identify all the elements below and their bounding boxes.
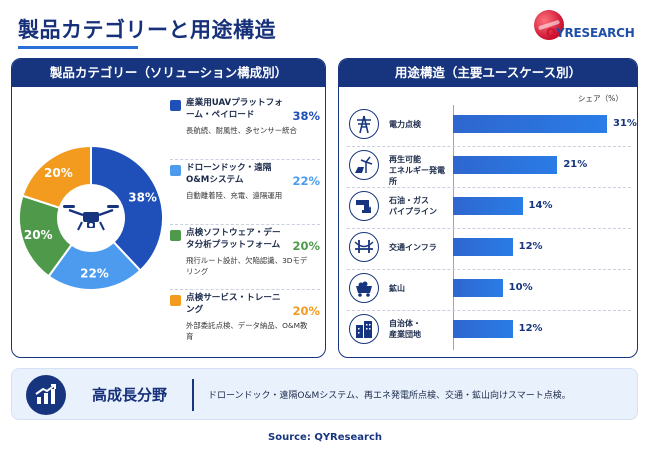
mine-cart-icon	[349, 273, 379, 303]
legend-name: 点検ソフトウェア・データ分析プラットフォーム	[186, 228, 281, 250]
legend-percent: 22%	[292, 174, 320, 188]
bridge-icon	[349, 232, 379, 262]
title-underline	[18, 46, 138, 49]
bar-row: 石油・ガス パイプライン 14%	[339, 189, 637, 229]
legend-name: 点検サービス・トレーニング	[186, 293, 281, 315]
row-divider	[347, 228, 631, 229]
legend-percent: 20%	[292, 239, 320, 253]
bar-category-label: 石油・ガス パイプライン	[389, 196, 437, 216]
growth-text: ドローンドック・遠隔O&Mシステム、再エネ発電所点検、交通・鉱山向けスマート点検…	[208, 391, 571, 401]
donut-slice-1	[90, 144, 164, 272]
qyresearch-logo: QYRESEARCH	[532, 8, 644, 48]
bar-value-label: 12%	[518, 323, 543, 334]
bar	[453, 238, 513, 256]
bar-category-label: 交通インフラ	[389, 243, 437, 252]
globe-icon	[534, 10, 564, 40]
bar-category-label: 再生可能 エネルギー発電所	[389, 155, 445, 186]
donut-legend: 産業用UAVプラットフォーム・ペイロード 38% 長航続、耐風性、多センサー統合ドロ…	[170, 95, 320, 355]
growth-chart-icon	[26, 375, 66, 415]
bar-category-label: 鉱山	[389, 284, 405, 293]
bar-axis-line	[453, 105, 454, 350]
legend-item: 産業用UAVプラットフォーム・ペイロード 38% 長航続、耐風性、多センサー統合	[170, 95, 320, 160]
growth-title: 高成長分野	[92, 386, 168, 404]
bar-row: 電力点検 31%	[339, 107, 637, 147]
legend-swatch	[170, 100, 181, 111]
row-divider	[347, 269, 631, 270]
bar-category-label: 電力点検	[389, 120, 421, 129]
application-structure-panel: 用途構造（主要ユースケース別） シェア（%） 電力点検 31% 再生可能 エネルギー発…	[338, 58, 638, 358]
drone-icon	[63, 205, 119, 231]
donut-value-label-1: 38%	[128, 191, 157, 205]
row-divider	[347, 310, 631, 311]
page-title: 製品カテゴリーと用途構造	[18, 18, 276, 42]
legend-item: 点検ソフトウェア・データ分析プラットフォーム 20% 飛行ルート設計、欠陥認識、3D…	[170, 225, 320, 290]
product-category-panel: 製品カテゴリー（ソリューション構成別） 38% 22% 20% 20% 産業用UAVプ…	[11, 58, 326, 358]
bar	[453, 197, 523, 215]
legend-percent: 20%	[292, 304, 320, 318]
bar-value-label: 21%	[563, 159, 588, 170]
legend-item: ドローンドック・遠隔O&Mシステム 22% 自動離着陸、充電、遠隔運用	[170, 160, 320, 225]
legend-swatch	[170, 295, 181, 306]
bar	[453, 115, 607, 133]
legend-name: ドローンドック・遠隔O&Mシステム	[186, 163, 272, 185]
legend-description: 飛行ルート設計、欠陥認識、3Dモデリング	[186, 256, 308, 276]
growth-banner: 高成長分野 ドローンドック・遠隔O&Mシステム、再エネ発電所点検、交通・鉱山向け…	[11, 368, 638, 420]
donut-value-label-2: 22%	[80, 266, 109, 280]
product-category-header: 製品カテゴリー（ソリューション構成別）	[12, 59, 325, 87]
power-tower-icon	[349, 109, 379, 139]
banner-divider	[192, 379, 194, 411]
wind-solar-icon	[349, 150, 379, 180]
legend-percent: 38%	[292, 109, 320, 123]
application-structure-header: 用途構造（主要ユースケース別）	[339, 59, 637, 87]
bar-value-label: 12%	[518, 241, 543, 252]
bar-value-label: 14%	[528, 200, 553, 211]
donut-chart: 38% 22% 20% 20%	[18, 144, 164, 291]
bar	[453, 279, 503, 297]
row-divider	[347, 146, 631, 147]
legend-item: 点検サービス・トレーニング 20% 外部委託点検、データ納品、O&M教育	[170, 290, 320, 355]
bar-row: 再生可能 エネルギー発電所 21%	[339, 148, 637, 188]
donut-value-label-3: 20%	[24, 228, 53, 242]
bar-row: 鉱山 10%	[339, 271, 637, 311]
legend-description: 自動離着陸、充電、遠隔運用	[186, 191, 283, 200]
row-divider	[347, 187, 631, 188]
bar-row: 自治体・ 産業団地 12%	[339, 312, 637, 348]
legend-swatch	[170, 165, 181, 176]
bar-value-label: 10%	[508, 282, 533, 293]
source-note: Source: QYResearch	[268, 432, 382, 443]
donut-value-label-4: 20%	[44, 166, 73, 180]
bar	[453, 320, 513, 338]
legend-swatch	[170, 230, 181, 241]
share-unit-label: シェア（%）	[577, 94, 623, 103]
bar-row: 交通インフラ 12%	[339, 230, 637, 270]
bar-category-label: 自治体・ 産業団地	[389, 319, 421, 339]
pipeline-icon	[349, 191, 379, 221]
bar	[453, 156, 558, 174]
logo-text: QYRESEARCH	[546, 26, 635, 40]
bar-value-label: 31%	[613, 118, 637, 129]
buildings-icon	[349, 314, 379, 344]
legend-name: 産業用UAVプラットフォーム・ペイロード	[186, 98, 283, 120]
legend-description: 長航続、耐風性、多センサー統合	[186, 126, 297, 135]
legend-description: 外部委託点検、データ納品、O&M教育	[186, 321, 308, 341]
